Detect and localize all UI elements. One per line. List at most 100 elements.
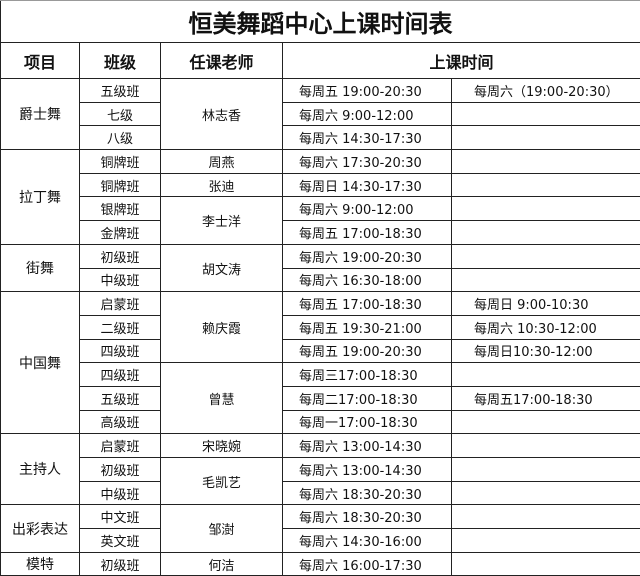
class-cell: 四级班 <box>79 362 161 387</box>
category-cell: 中国舞 <box>0 291 80 435</box>
class-cell: 初级班 <box>79 551 161 576</box>
time-cell-1: 每周六 18:30-20:30 <box>282 504 452 530</box>
table-row: 银牌班 李士洋 每周六 9:00-12:00 <box>1 196 640 245</box>
time-cell-2 <box>451 196 640 222</box>
time-cell-2 <box>451 551 640 576</box>
time-cell-1: 每周六 13:00-14:30 <box>282 457 452 482</box>
time-cell-2 <box>451 220 640 245</box>
class-cell: 启蒙班 <box>79 291 161 316</box>
time-cell-1: 每周二17:00-18:30 <box>282 385 452 411</box>
category-cell: 主持人 <box>0 433 80 506</box>
time-cell-2 <box>451 267 640 293</box>
page-title: 恒美舞蹈中心上课时间表 <box>0 0 640 43</box>
time-cell-1: 每周六 13:00-14:30 <box>282 433 452 458</box>
class-cell: 高级班 <box>79 409 161 435</box>
table-row: 中级班 每周六 18:30-20:30 <box>1 480 640 506</box>
class-cell: 七级 <box>79 101 161 127</box>
time-cell-2 <box>451 149 640 174</box>
class-cell: 中文班 <box>79 504 161 530</box>
time-cell-2: 每周五17:00-18:30 <box>451 385 640 411</box>
class-cell: 铜牌班 <box>79 149 161 174</box>
class-cell: 金牌班 <box>79 220 161 245</box>
category-cell: 拉丁舞 <box>0 149 80 245</box>
time-cell-2 <box>451 504 640 530</box>
time-cell-1: 每周六 14:30-16:00 <box>282 528 452 553</box>
time-cell-2 <box>451 528 640 553</box>
table-row: 二级班 每周五 19:30-21:00 每周六 10:30-12:00 <box>1 314 640 340</box>
time-cell-1: 每周五 19:30-21:00 <box>282 314 452 340</box>
class-cell: 银牌班 <box>79 196 161 222</box>
class-cell: 二级班 <box>79 314 161 340</box>
time-cell-1: 每周日 14:30-17:30 <box>282 172 452 198</box>
teacher-cell: 曾慧 <box>160 362 283 435</box>
time-cell-2 <box>451 125 640 151</box>
time-cell-2 <box>451 101 640 127</box>
teacher-cell: 胡文涛 <box>160 243 283 293</box>
time-cell-1: 每周一17:00-18:30 <box>282 409 452 435</box>
time-cell-2 <box>451 243 640 269</box>
time-cell-1: 每周六 18:30-20:30 <box>282 480 452 506</box>
class-cell: 五级班 <box>79 385 161 411</box>
table-row: 八级 每周六 14:30-17:30 <box>1 125 640 151</box>
class-cell: 八级 <box>79 125 161 151</box>
class-cell: 初级班 <box>79 457 161 482</box>
table-row: 铜牌班 张迪 每周日 14:30-17:30 <box>1 172 640 198</box>
table-row: 爵士舞 五级班 林志香 每周五 19:00-20:30 每周六（19:00-20:30） <box>0 77 640 151</box>
time-cell-1: 每周五 17:00-18:30 <box>282 291 452 316</box>
time-cell-1: 每周三17:00-18:30 <box>282 362 452 387</box>
table-row: 拉丁舞 铜牌班 周燕 每周六 17:30-20:30 <box>0 149 640 245</box>
teacher-cell: 周燕 <box>160 149 283 174</box>
header-row: 项目 班级 任课老师 上课时间 <box>0 42 640 79</box>
time-cell-2 <box>451 362 640 387</box>
header-category: 项目 <box>0 42 80 79</box>
time-cell-1: 每周六 16:00-17:30 <box>282 551 452 576</box>
time-cell-2 <box>451 457 640 482</box>
table-row: 中级班 每周六 16:30-18:00 <box>1 267 640 293</box>
table-row: 金牌班 每周五 17:00-18:30 <box>1 220 640 245</box>
time-cell-1: 每周六 9:00-12:00 <box>282 196 452 222</box>
time-cell-1: 每周六 17:30-20:30 <box>282 149 452 174</box>
class-cell: 五级班 <box>79 78 161 103</box>
class-cell: 四级班 <box>79 338 161 364</box>
table-row: 模特 初级班 何洁 每周六 16:00-17:30 <box>0 551 640 576</box>
table-row: 初级班 毛凯艺 每周六 13:00-14:30 <box>1 456 640 506</box>
class-cell: 启蒙班 <box>79 433 161 458</box>
time-cell-1: 每周五 19:00-20:30 <box>282 78 452 103</box>
class-cell: 铜牌班 <box>79 172 161 198</box>
time-cell-2 <box>451 480 640 506</box>
time-cell-2: 每周日 9:00-10:30 <box>451 291 640 316</box>
time-cell-1: 每周六 19:00-20:30 <box>282 243 452 269</box>
table-row: 街舞 初级班 胡文涛 每周六 19:00-20:30 <box>0 243 640 293</box>
time-cell-2 <box>451 433 640 458</box>
teacher-cell: 李士洋 <box>160 196 283 245</box>
time-cell-2: 每周日10:30-12:00 <box>451 338 640 364</box>
table-row: 出彩表达 中文班 邹澍 每周六 18:30-20:30 <box>0 504 640 553</box>
time-cell-1: 每周五 17:00-18:30 <box>282 220 452 245</box>
class-cell: 初级班 <box>79 243 161 269</box>
category-cell: 模特 <box>0 551 80 576</box>
table-row: 五级班 每周二17:00-18:30 每周五17:00-18:30 <box>1 385 640 411</box>
time-cell-1: 每周六 16:30-18:00 <box>282 267 452 293</box>
table-row: 四级班 每周五 19:00-20:30 每周日10:30-12:00 <box>1 338 640 364</box>
title-row: 恒美舞蹈中心上课时间表 <box>0 0 640 43</box>
table-row: 中国舞 启蒙班 赖庆霞 每周五 17:00-18:30 每周日 9:00-10:30 <box>0 291 640 435</box>
header-time: 上课时间 <box>282 42 640 79</box>
class-cell: 中级班 <box>79 267 161 293</box>
time-cell-2: 每周六 10:30-12:00 <box>451 314 640 340</box>
teacher-cell: 毛凯艺 <box>160 456 283 506</box>
time-cell-2: 每周六（19:00-20:30） <box>451 78 640 103</box>
header-teacher: 任课老师 <box>160 42 283 79</box>
table-row: 英文班 每周六 14:30-16:00 <box>1 528 640 553</box>
time-cell-1: 每周六 9:00-12:00 <box>282 101 452 127</box>
category-cell: 街舞 <box>0 243 80 293</box>
teacher-cell: 张迪 <box>160 172 283 198</box>
time-cell-1: 每周六 14:30-17:30 <box>282 125 452 151</box>
table-row: 高级班 每周一17:00-18:30 <box>1 409 640 435</box>
time-cell-1: 每周五 19:00-20:30 <box>282 338 452 364</box>
table-row: 四级班 曾慧 每周三17:00-18:30 <box>1 362 640 435</box>
teacher-cell: 宋晓婉 <box>160 433 283 458</box>
header-class: 班级 <box>79 42 161 79</box>
table-row: 主持人 启蒙班 宋晓婉 每周六 13:00-14:30 <box>0 433 640 506</box>
